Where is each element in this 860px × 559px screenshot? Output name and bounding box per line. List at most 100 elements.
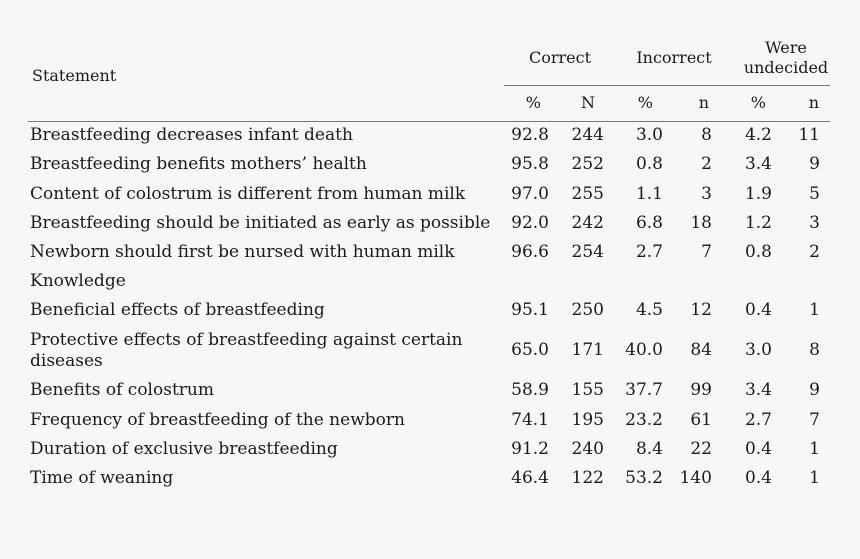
table-cell: 23.2: [625, 410, 663, 430]
column-header-statement: Statement: [32, 66, 117, 85]
table-row: Time of weaning 46.4 122 53.2 140 0.4 1: [0, 468, 860, 489]
table-row: Breastfeeding should be initiated as ear…: [0, 213, 860, 234]
row-label: Knowledge: [30, 271, 126, 291]
table-cell: 255: [571, 184, 604, 204]
table-cell: 171: [571, 340, 604, 360]
table-row: Knowledge: [0, 271, 860, 292]
table-row: Beneficial effects of breastfeeding 95.1 2…: [0, 300, 860, 321]
table-row: Breastfeeding benefits mothers’ health 95…: [0, 154, 860, 175]
table-cell: 140: [679, 468, 712, 488]
table-cell: 3: [701, 184, 712, 204]
table-cell: 0.4: [744, 439, 772, 459]
row-label: Benefits of colostrum: [30, 380, 214, 400]
table-row: Protective effects of breastfeeding agai…: [0, 330, 860, 372]
table-cell: 92.0: [511, 213, 549, 233]
row-label: Breastfeeding benefits mothers’ health: [30, 154, 367, 174]
table-cell: 11: [798, 125, 820, 145]
table-cell: 2: [809, 242, 820, 262]
table-cell: 65.0: [511, 340, 549, 360]
table-cell: 95.1: [511, 300, 549, 320]
header-rule: [28, 121, 830, 122]
table-cell: 0.4: [744, 300, 772, 320]
row-label: Breastfeeding should be initiated as ear…: [30, 213, 491, 233]
table-row: Benefits of colostrum 58.9 155 37.7 99 3.4 9: [0, 380, 860, 401]
table-cell: 40.0: [625, 340, 663, 360]
table-row: Frequency of breastfeeding of the newbor…: [0, 410, 860, 431]
table-cell: 95.8: [511, 154, 549, 174]
table-cell: 254: [571, 242, 604, 262]
table-cell: 1.9: [744, 184, 772, 204]
table-cell: 0.8: [744, 242, 772, 262]
row-label: Content of colostrum is different from h…: [30, 184, 466, 204]
table-cell: 6.8: [635, 213, 663, 233]
table-cell: 0.8: [635, 154, 663, 174]
table-cell: 3.4: [744, 380, 772, 400]
table-cell: 99: [690, 380, 712, 400]
table-cell: 1.2: [744, 213, 772, 233]
table-cell: 1: [809, 300, 820, 320]
table-cell: 9: [809, 154, 820, 174]
table-cell: 46.4: [511, 468, 549, 488]
row-label: Beneficial effects of breastfeeding: [30, 300, 325, 320]
table-cell: 5: [809, 184, 820, 204]
table-cell: 37.7: [625, 380, 663, 400]
table-cell: 74.1: [511, 410, 549, 430]
table-cell: 8: [701, 125, 712, 145]
table-cell: 244: [571, 125, 604, 145]
table-cell: 97.0: [511, 184, 549, 204]
table-row: Duration of exclusive breastfeeding 91.2 2…: [0, 439, 860, 460]
table-cell: 7: [701, 242, 712, 262]
subheader-undecided-n: n: [808, 93, 819, 112]
table-cell: 22: [690, 439, 712, 459]
row-label: Frequency of breastfeeding of the newbor…: [30, 410, 405, 430]
table-cell: 53.2: [625, 468, 663, 488]
subheader-correct-pct: %: [525, 93, 541, 112]
row-label-continued: diseases: [30, 351, 103, 371]
row-label: Duration of exclusive breastfeeding: [30, 439, 338, 459]
row-label: Time of weaning: [30, 468, 174, 488]
column-header-undecided-line1: Were: [765, 38, 807, 57]
table-cell: 242: [571, 213, 604, 233]
table-cell: 2.7: [744, 410, 772, 430]
table-cell: 4.5: [635, 300, 663, 320]
table-row: Newborn should first be nursed with huma…: [0, 242, 860, 263]
row-label: Protective effects of breastfeeding agai…: [30, 330, 463, 350]
table-cell: 12: [690, 300, 712, 320]
table-cell: 3: [809, 213, 820, 233]
table-cell: 91.2: [511, 439, 549, 459]
table-cell: 7: [809, 410, 820, 430]
subheader-incorrect-pct: %: [637, 93, 653, 112]
table-cell: 3.0: [635, 125, 663, 145]
table-cell: 1.1: [635, 184, 663, 204]
table-cell: 3.4: [744, 154, 772, 174]
table-row: Content of colostrum is different from h…: [0, 184, 860, 205]
table-cell: 195: [571, 410, 604, 430]
subheader-incorrect-n: n: [698, 93, 709, 112]
row-label: Breastfeeding decreases infant death: [30, 125, 353, 145]
table-row: Breastfeeding decreases infant death 92.8…: [0, 125, 860, 146]
table-cell: 96.6: [511, 242, 549, 262]
table-cell: 240: [571, 439, 604, 459]
row-label: Newborn should first be nursed with huma…: [30, 242, 455, 262]
table-cell: 4.2: [744, 125, 772, 145]
table-cell: 250: [571, 300, 604, 320]
table-cell: 8.4: [635, 439, 663, 459]
table-cell: 84: [690, 340, 712, 360]
table-cell: 2: [701, 154, 712, 174]
column-header-undecided-line2: undecided: [743, 58, 829, 77]
table-cell: 18: [690, 213, 712, 233]
table-cell: 1: [809, 468, 820, 488]
table-cell: 122: [571, 468, 604, 488]
table-cell: 92.8: [511, 125, 549, 145]
column-header-correct: Correct: [528, 48, 592, 67]
table-cell: 58.9: [511, 380, 549, 400]
table-cell: 8: [809, 340, 820, 360]
table-cell: 155: [571, 380, 604, 400]
table-cell: 9: [809, 380, 820, 400]
subheader-correct-n: N: [581, 93, 595, 112]
table-cell: 3.0: [744, 340, 772, 360]
column-header-incorrect: Incorrect: [636, 48, 712, 67]
table-cell: 2.7: [635, 242, 663, 262]
table-cell: 0.4: [744, 468, 772, 488]
